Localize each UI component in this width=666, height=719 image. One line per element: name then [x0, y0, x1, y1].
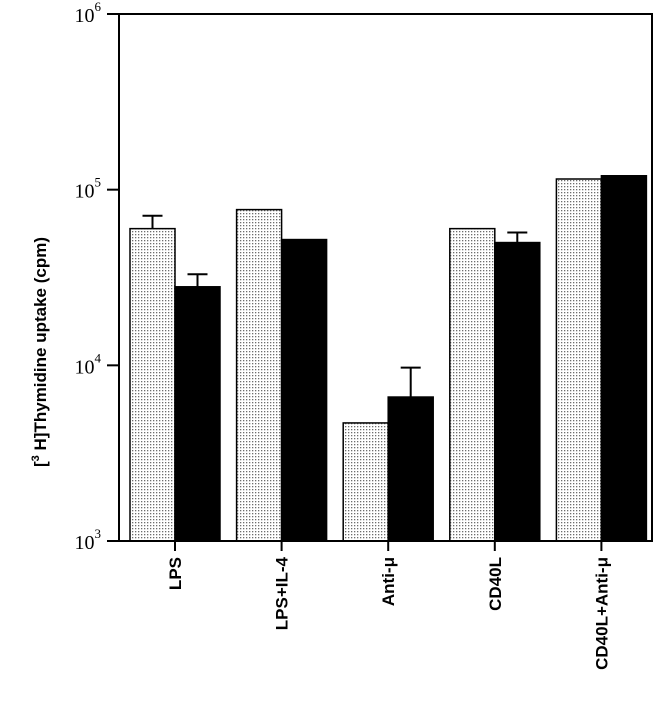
y-tick-label: 104: [75, 350, 102, 378]
error-bars: [142, 214, 528, 398]
y-tick-label: 106: [75, 0, 102, 27]
bar-dotted: [129, 227, 176, 542]
bar-black: [174, 286, 221, 542]
plot-frame: [118, 13, 653, 542]
y-tick-label: 103: [75, 526, 102, 554]
y-axis-label: [3 H]Thymidine uptake (cpm): [30, 237, 50, 467]
category-label: CD40L+Anti-μ: [592, 557, 611, 670]
bar-dotted: [235, 208, 283, 542]
bar-dotted: [555, 178, 603, 542]
y-tick-label: 105: [75, 175, 102, 203]
bars: [129, 175, 648, 542]
bar-black: [494, 241, 541, 542]
bar-dotted: [342, 422, 389, 542]
bar-black: [600, 175, 648, 542]
category-label: LPS+IL-4: [273, 556, 292, 630]
category-label: Anti-μ: [379, 557, 398, 606]
category-label: CD40L: [486, 557, 505, 611]
y-axis-ticks: 103 104 105 106: [75, 0, 119, 554]
bar-dotted: [449, 227, 496, 542]
bar-black: [280, 238, 328, 542]
x-axis-tick-labels: LPS LPS+IL-4 Anti-μ CD40L CD40L+Anti-μ: [166, 541, 611, 670]
bar-black: [387, 396, 434, 542]
category-label: LPS: [166, 557, 185, 590]
